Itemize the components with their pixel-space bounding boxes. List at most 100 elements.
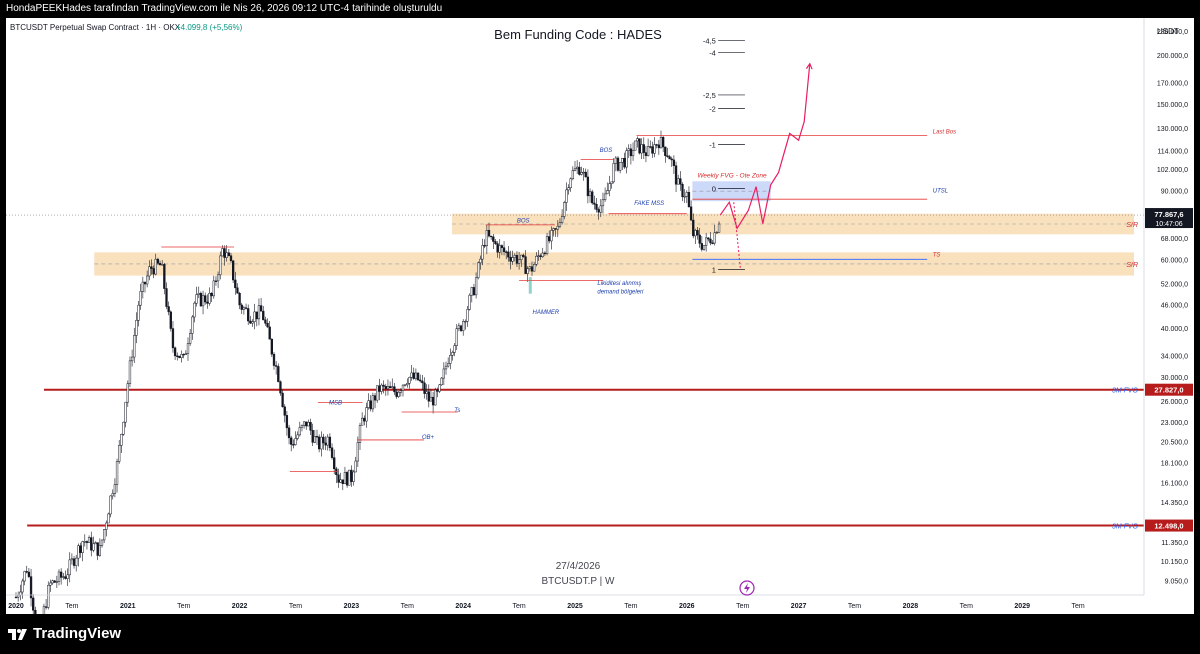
symbol-change: +4.099,8 (+5,56%) (176, 23, 243, 32)
candle-body (507, 251, 510, 258)
candle-body (614, 157, 618, 164)
candle-body (72, 558, 76, 566)
candle-body (193, 302, 196, 318)
candle-body (655, 144, 658, 146)
structure-layer (161, 134, 928, 472)
candle-body (158, 263, 162, 266)
candle-body (470, 287, 473, 296)
candle-body (23, 571, 26, 582)
candle-body (533, 264, 536, 272)
footer-bar: TradingView (0, 614, 1200, 654)
candle-body (296, 434, 299, 439)
candle-body (649, 146, 652, 148)
candle-body (449, 355, 452, 364)
candle-body (668, 156, 671, 160)
candle-body (105, 522, 108, 530)
candle-body (537, 255, 540, 257)
candle-body (137, 304, 140, 321)
candle-body (66, 574, 69, 579)
candle-body (526, 268, 529, 274)
x-tick-label: 2024 (455, 603, 471, 610)
candle-body (410, 372, 413, 378)
candle-body (64, 576, 67, 579)
candle-body (569, 178, 572, 188)
candle-body (548, 236, 551, 242)
candle-body (591, 191, 594, 204)
annotation-9: MSB (329, 401, 342, 407)
candle-body (236, 287, 239, 294)
tradingview-logo[interactable]: TradingView (8, 625, 121, 642)
candle-body (115, 461, 119, 485)
y-tick-label: 30.000,0 (1161, 375, 1188, 382)
candle-body (324, 442, 327, 446)
candle-body (371, 395, 375, 410)
y-tick-label: 114.000,0 (1157, 148, 1188, 155)
candle-body (477, 262, 480, 279)
annotation-8: HAMMER (533, 310, 560, 316)
candle-body (75, 557, 78, 566)
candle-body (393, 386, 396, 393)
candle-body (539, 255, 542, 257)
candle-body (707, 237, 710, 240)
candle-body (96, 542, 99, 556)
candle-body (262, 310, 265, 321)
candle-body (616, 157, 620, 171)
candle-body (253, 311, 256, 322)
annotation-5: FAKE MSS (634, 201, 664, 207)
y-tick-label: 68.000,0 (1161, 236, 1188, 243)
candle-body (290, 437, 293, 445)
candle-body (472, 287, 476, 296)
candle-body (318, 436, 321, 450)
candle-body (659, 137, 663, 149)
candle-body (255, 311, 258, 320)
candle-body (683, 196, 686, 198)
candle-body (580, 172, 583, 175)
price-chart[interactable]: S/R S/R Weekly FVG - Ote Zone 3M FVG 27.827… (6, 18, 1194, 631)
zone-2 (692, 181, 771, 202)
candle-body (582, 171, 585, 174)
candle-body (223, 248, 226, 258)
x-tick-label: Tem (401, 603, 414, 610)
candle-body (698, 234, 701, 244)
candle-body (25, 571, 28, 573)
candle-body (128, 360, 132, 384)
x-tick-label: Tem (736, 603, 749, 610)
chart-panel[interactable]: S/R S/R Weekly FVG - Ote Zone 3M FVG 27.827… (6, 18, 1194, 631)
candle-body (98, 545, 101, 556)
candle-body (692, 219, 695, 237)
candle-body (361, 417, 364, 426)
candle-body (603, 193, 607, 201)
candle-body (184, 353, 187, 356)
fib-label-4: -1 (709, 140, 716, 149)
candle-body (214, 280, 218, 282)
candle-body (311, 430, 314, 443)
level-price-label: 12.498,0 (1154, 522, 1183, 531)
candle-body (687, 192, 691, 208)
annotation-7: demand bölgeleri (597, 290, 644, 296)
candle-body (156, 258, 160, 264)
x-tick-label: Tem (177, 603, 190, 610)
y-tick-label: 46.000,0 (1161, 302, 1188, 309)
candle-body (206, 301, 209, 304)
candle-body (238, 292, 241, 306)
candle-body (201, 295, 205, 307)
candle-body (513, 255, 516, 258)
candle-body (565, 189, 568, 203)
lightning-icon[interactable] (739, 580, 755, 596)
candle-body (171, 328, 175, 349)
candle-body (700, 243, 704, 250)
candle-body (339, 479, 342, 483)
zone-label-1: S/R (1126, 262, 1138, 269)
x-tick-label: 2027 (791, 603, 807, 610)
candle-body (109, 495, 112, 515)
zone-label-0: S/R (1126, 222, 1138, 229)
candle-body (81, 541, 84, 553)
candle-body (468, 294, 471, 310)
candle-body (384, 386, 387, 390)
candle-body (558, 222, 562, 227)
candle-body (44, 606, 48, 608)
candle-body (62, 576, 65, 578)
candle-body (163, 264, 166, 289)
candle-body (492, 236, 495, 242)
